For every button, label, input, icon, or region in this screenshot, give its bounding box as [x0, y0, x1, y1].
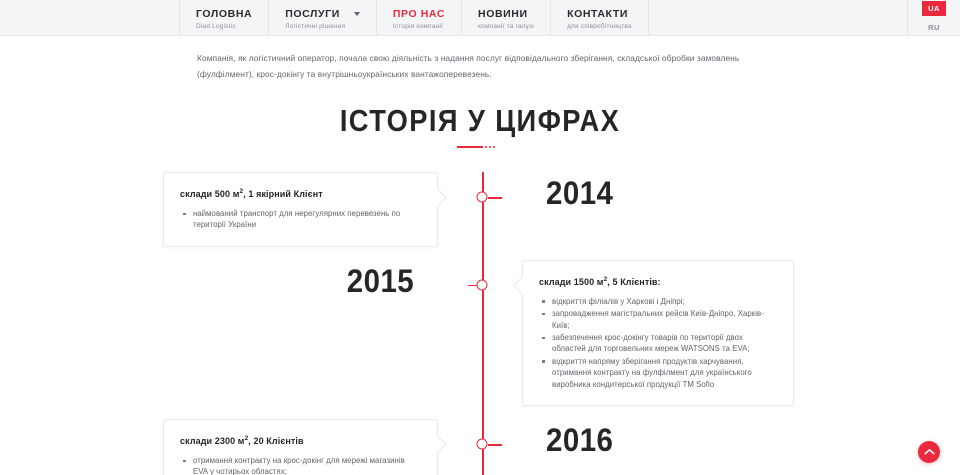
- page-title: ІСТОРІЯ У ЦИФРАХ: [339, 103, 621, 138]
- list-item: відкриття напряму зберігання продуктів х…: [542, 356, 777, 390]
- nav-item-about-titlerow: ПРО НАС: [393, 8, 445, 21]
- main-navigation: ГОЛОВНА Diad Logistic ПОСЛУГИ Логістичні…: [180, 0, 649, 35]
- heading-text-post: , 1 якірний Клієнт: [243, 189, 323, 199]
- title-decoration: [457, 146, 503, 148]
- nav-item-services[interactable]: ПОСЛУГИ Логістичні рішення: [269, 0, 377, 35]
- heading-text-pre: склади 2300 м: [180, 436, 245, 447]
- header-left-spacer: [0, 0, 180, 35]
- timeline-node-2014[interactable]: [476, 191, 488, 203]
- timeline-card-bullets: відкриття філіалів у Харкові і Дніпрі; з…: [539, 296, 777, 390]
- timeline-card-heading: склади 500 м2, 1 якірний Клієнт: [180, 185, 421, 201]
- heading-superscript: 2: [239, 188, 244, 195]
- timeline-year-2015: 2015: [346, 262, 414, 299]
- decoration-bar: [457, 146, 483, 148]
- heading-text-post: , 5 Клієнтів:: [607, 276, 661, 287]
- heading-text-pre: склади 1500 м: [539, 276, 604, 287]
- list-item: відкриття філіалів у Харкові і Дніпрі;: [542, 296, 777, 307]
- timeline-row: склади 2300 м2, 20 Клієнтів отримання ко…: [0, 419, 960, 475]
- card-pointer-icon: [428, 188, 447, 207]
- timeline-right-slot: 2016: [480, 419, 960, 457]
- chevron-up-icon: [923, 449, 935, 455]
- nav-item-home-subtitle: Diad Logistic: [196, 22, 236, 30]
- timeline-card-bullets: наймований транспорт для нерегулярних пе…: [180, 208, 421, 231]
- heading-superscript: 2: [603, 275, 608, 283]
- timeline-year-2016: 2016: [546, 422, 614, 459]
- heading-text-post: , 20 Клієнтів: [248, 436, 304, 447]
- nav-item-contacts-subtitle: для співробітництва: [567, 22, 632, 30]
- language-option-ua[interactable]: UA: [922, 1, 946, 16]
- header-right-spacer: [649, 0, 908, 35]
- nav-item-contacts[interactable]: КОНТАКТИ для співробітництва: [551, 0, 649, 35]
- nav-item-home-title: ГОЛОВНА: [196, 7, 253, 20]
- timeline-card-2016: склади 2300 м2, 20 Клієнтів отримання ко…: [163, 419, 447, 475]
- timeline-right-slot: 2014: [480, 172, 960, 210]
- timeline-node-2016[interactable]: [476, 438, 488, 450]
- timeline-card-bullets: отримання контракту на крос-докінг для м…: [180, 455, 421, 475]
- timeline-node-2015[interactable]: [476, 279, 488, 291]
- site-header: ГОЛОВНА Diad Logistic ПОСЛУГИ Логістичні…: [0, 0, 960, 36]
- timeline-row: склади 500 м2, 1 якірний Клієнт наймован…: [0, 172, 960, 247]
- card-pointer-icon: [428, 435, 447, 454]
- section-title-block: ІСТОРІЯ У ЦИФРАХ: [0, 104, 960, 148]
- nav-item-news-title: НОВИНИ: [478, 7, 528, 20]
- timeline-card-2014: склади 500 м2, 1 якірний Клієнт наймован…: [163, 172, 447, 247]
- timeline-card-heading: склади 2300 м2, 20 Клієнтів: [180, 432, 421, 448]
- nav-item-home[interactable]: ГОЛОВНА Diad Logistic: [180, 0, 270, 35]
- timeline-card-heading: склади 1500 м2, 5 Клієнтів:: [539, 273, 777, 289]
- nav-item-news-subtitle: компанії та галузі: [478, 22, 535, 30]
- nav-item-news[interactable]: НОВИНИ компанії та галузі: [462, 0, 552, 35]
- nav-item-contacts-title: КОНТАКТИ: [567, 7, 628, 20]
- chevron-down-icon[interactable]: [353, 12, 360, 16]
- nav-item-about-subtitle: Історія компанії: [392, 22, 443, 30]
- timeline-year-2014: 2014: [546, 175, 614, 211]
- decoration-dot: [489, 146, 491, 148]
- timeline-node-tick: [488, 197, 502, 199]
- card-pointer-icon: [513, 276, 532, 295]
- nav-item-contacts-titlerow: КОНТАКТИ: [567, 8, 632, 21]
- timeline-left-slot: склади 2300 м2, 20 Клієнтів отримання ко…: [0, 419, 480, 475]
- list-item: наймований транспорт для нерегулярних пе…: [183, 208, 421, 231]
- list-item: запровадження магістральних рейсів Київ-…: [542, 308, 777, 331]
- heading-text-pre: склади 500 м: [180, 189, 240, 199]
- nav-item-services-titlerow: ПОСЛУГИ: [285, 8, 360, 21]
- timeline-row: 2015 склади 1500 м2, 5 Клієнтів: відкрит…: [0, 259, 960, 407]
- intro-paragraph: Компанія, як логістичний оператор, почал…: [197, 53, 740, 79]
- timeline-card-2015: склади 1500 м2, 5 Клієнтів: відкриття фі…: [513, 259, 794, 407]
- nav-item-news-titlerow: НОВИНИ: [478, 8, 534, 21]
- timeline-right-slot: склади 1500 м2, 5 Клієнтів: відкриття фі…: [480, 259, 960, 407]
- decoration-dot: [485, 146, 487, 148]
- nav-item-about-title: ПРО НАС: [392, 7, 446, 20]
- timeline-node-tick: [468, 284, 482, 287]
- timeline-axis: [482, 172, 484, 475]
- timeline-node-tick: [488, 444, 502, 446]
- language-switcher: UA RU: [908, 0, 960, 35]
- nav-item-services-title: ПОСЛУГИ: [285, 7, 340, 20]
- nav-item-home-titlerow: ГОЛОВНА: [196, 8, 252, 21]
- nav-item-about[interactable]: ПРО НАС Історія компанії: [377, 0, 463, 35]
- decoration-dot: [493, 146, 495, 148]
- list-item: отримання контракту на крос-докінг для м…: [183, 455, 421, 475]
- timeline-left-slot: 2015: [0, 260, 480, 298]
- list-item: забезпечення крос-докінгу товарів по тер…: [542, 332, 777, 355]
- history-timeline: склади 500 м2, 1 якірний Клієнт наймован…: [0, 172, 960, 475]
- heading-superscript: 2: [244, 435, 249, 443]
- scroll-to-top-button[interactable]: [918, 441, 940, 463]
- timeline-left-slot: склади 500 м2, 1 якірний Клієнт наймован…: [0, 172, 480, 247]
- nav-item-services-subtitle: Логістичні рішення: [285, 22, 346, 30]
- language-option-ru[interactable]: RU: [928, 23, 940, 32]
